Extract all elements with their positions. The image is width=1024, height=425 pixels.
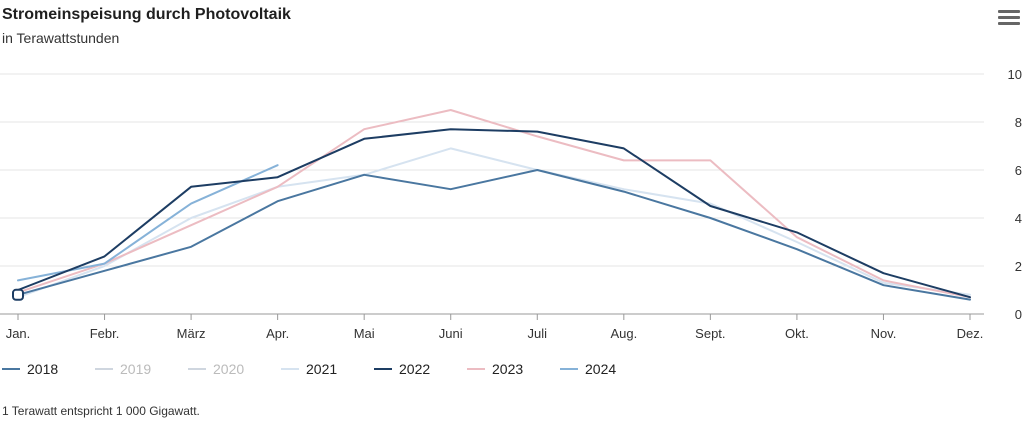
y-tick-label: 8 (1015, 115, 1022, 130)
x-tick-label: Mai (354, 326, 375, 341)
series-line-2022[interactable] (17, 128, 971, 299)
legend-item-2018[interactable]: 2018 (27, 361, 58, 377)
legend-item-2020[interactable]: 2020 (213, 361, 244, 377)
chart-subtitle: in Terawattstunden (2, 30, 120, 46)
series-line-2024[interactable] (17, 164, 279, 282)
footnote: 1 Terawatt entspricht 1 000 Gigawatt. (2, 404, 200, 418)
legend-item-2023[interactable]: 2023 (492, 361, 523, 377)
series-line-2023[interactable] (17, 109, 971, 299)
series-line-2018[interactable] (17, 169, 971, 301)
x-tick-label: Juni (439, 326, 463, 341)
y-tick-label: 4 (1015, 211, 1022, 226)
y-tick-label: 0 (1015, 307, 1022, 322)
y-tick-label: 10 (1008, 67, 1022, 82)
x-tick-label: Okt. (785, 326, 809, 341)
series-line-2021[interactable] (17, 147, 971, 299)
x-tick-label: Juli (528, 326, 548, 341)
y-tick-label: 6 (1015, 163, 1022, 178)
legend-item-2024[interactable]: 2024 (585, 361, 616, 377)
legend-item-2019[interactable]: 2019 (120, 361, 151, 377)
y-tick-label: 2 (1015, 259, 1022, 274)
chart-title: Stromeinspeisung durch Photovoltaik (2, 6, 291, 23)
hamburger-menu-icon[interactable] (998, 10, 1020, 30)
x-tick-label: Nov. (871, 326, 897, 341)
x-tick-label: Febr. (90, 326, 120, 341)
x-tick-label: Aug. (610, 326, 637, 341)
x-tick-label: Jan. (6, 326, 31, 341)
line-chart: 0 2 4 6 8 10 Jan. Febr. März Apr. Mai Juni Juli Aug. S… (0, 67, 1022, 377)
x-tick-label: Sept. (695, 326, 725, 341)
x-tick-label: März (177, 326, 206, 341)
legend-item-2021[interactable]: 2021 (306, 361, 337, 377)
x-tick-label: Apr. (266, 326, 289, 341)
x-tick-label: Dez. (957, 326, 984, 341)
data-point-marker[interactable] (12, 288, 24, 301)
legend-item-2022[interactable]: 2022 (399, 361, 430, 377)
